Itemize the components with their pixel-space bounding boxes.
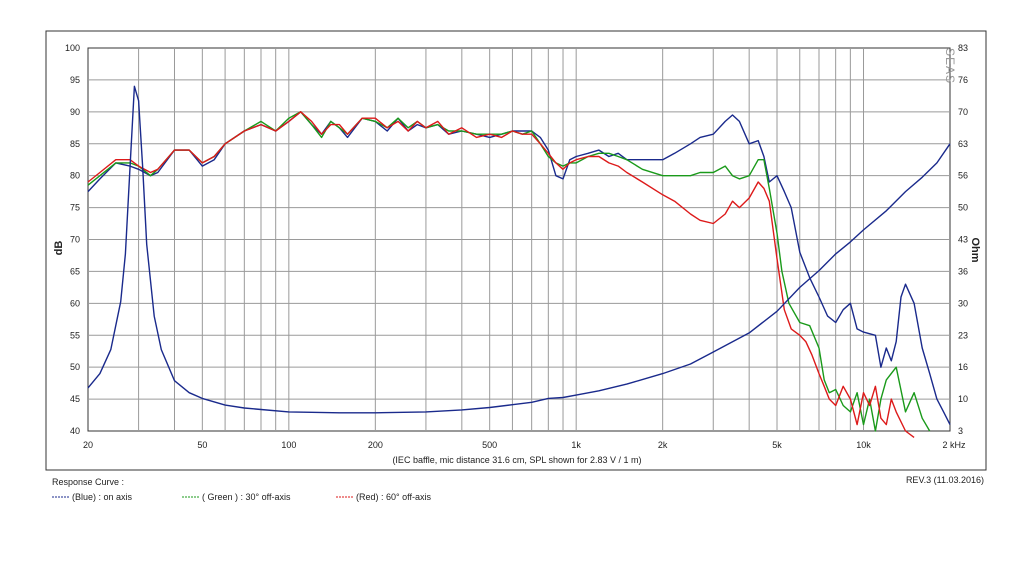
y2-tick-label: 3 <box>958 426 963 436</box>
y2-tick-label: 23 <box>958 330 968 340</box>
y-axis-label: dB <box>53 241 65 256</box>
y2-tick-label: 83 <box>958 43 968 53</box>
series-line-60deg <box>87 111 915 438</box>
y2-tick-label: 63 <box>958 139 968 149</box>
watermark: SEAS <box>943 48 957 84</box>
x-axis-ticks: 20 50 100 200 500 1k 2k 5k 10k 2 kHz <box>83 440 966 450</box>
revision-label: REV.3 (11.03.2016) <box>906 475 984 485</box>
y-tick-label: 90 <box>70 107 80 117</box>
outer-frame <box>45 30 987 471</box>
legend-label: ( Green ) : 30° off-axis <box>202 492 291 502</box>
legend-label: (Blue) : on axis <box>72 492 133 502</box>
x-tick-label: 20 <box>83 440 93 450</box>
y-tick-label: 45 <box>70 394 80 404</box>
y-axis-ticks: 100 95 90 85 80 75 70 65 60 55 50 45 40 <box>65 43 80 436</box>
x-tick-label: 2 kHz <box>942 440 966 450</box>
y2-axis-label: Ohm <box>969 237 981 262</box>
x-axis-caption: (IEC baffle, mic distance 31.6 cm, SPL s… <box>392 455 641 465</box>
y-tick-label: 85 <box>70 139 80 149</box>
x-tick-label: 2k <box>658 440 668 450</box>
y2-tick-label: 70 <box>958 107 968 117</box>
x-tick-label: 5k <box>772 440 782 450</box>
y-tick-label: 70 <box>70 235 80 245</box>
y2-tick-label: 36 <box>958 266 968 276</box>
x-tick-label: 10k <box>856 440 871 450</box>
y2-tick-label: 56 <box>958 171 968 181</box>
y2-tick-label: 76 <box>958 75 968 85</box>
x-tick-label: 100 <box>281 440 296 450</box>
y-tick-label: 40 <box>70 426 80 436</box>
y-tick-label: 60 <box>70 298 80 308</box>
series-lines <box>87 85 951 438</box>
legend-title: Response Curve : <box>52 477 124 487</box>
x-tick-label: 200 <box>368 440 383 450</box>
y2-axis-ticks: 83 76 70 63 56 50 43 36 30 23 16 10 3 <box>958 43 968 436</box>
x-tick-label: 500 <box>482 440 497 450</box>
legend-label: (Red) : 60° off-axis <box>356 492 431 502</box>
y-tick-label: 95 <box>70 75 80 85</box>
legend: (Blue) : on axis ( Green ) : 30° off-axis… <box>52 492 431 502</box>
y-tick-label: 65 <box>70 266 80 276</box>
y-tick-label: 80 <box>70 171 80 181</box>
x-tick-label: 50 <box>197 440 207 450</box>
y2-tick-label: 30 <box>958 298 968 308</box>
y-tick-label: 50 <box>70 362 80 372</box>
y2-tick-label: 16 <box>958 362 968 372</box>
y-tick-label: 75 <box>70 203 80 213</box>
impedance-line <box>87 85 951 414</box>
x-tick-label: 1k <box>571 440 581 450</box>
y2-tick-label: 50 <box>958 203 968 213</box>
grid <box>88 48 950 431</box>
y-tick-label: 55 <box>70 330 80 340</box>
y-tick-label: 100 <box>65 43 80 53</box>
y2-tick-label: 10 <box>958 394 968 404</box>
y2-tick-label: 43 <box>958 235 968 245</box>
